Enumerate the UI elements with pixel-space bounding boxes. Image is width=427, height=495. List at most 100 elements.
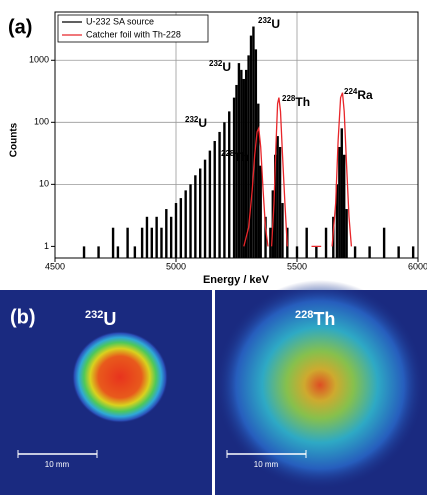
mass-number: 232: [85, 309, 103, 321]
spectrum-bar: [126, 227, 129, 258]
mass-number: 228: [295, 309, 313, 321]
y-axis-title: Counts: [9, 122, 20, 157]
spectrum-bar: [269, 227, 272, 258]
spectrum-bar: [184, 190, 187, 258]
spectrum-bar: [324, 227, 328, 258]
spectrum-bar: [335, 184, 339, 258]
mass-number: 228: [282, 94, 296, 103]
spectrum-bar: [189, 184, 192, 258]
spectrum-bar: [169, 216, 173, 258]
spectrum-bar: [160, 227, 163, 258]
x-tick-label: 4500: [45, 261, 65, 271]
element: U: [198, 116, 207, 130]
y-tick-label: 100: [34, 117, 49, 127]
spectrum-bar: [274, 154, 277, 258]
spectrum-bar: [411, 246, 415, 258]
peak-label: 232U: [209, 59, 231, 74]
spectrum-bar: [382, 227, 386, 258]
spectrum-bar: [254, 49, 258, 259]
spectrum-bar: [82, 246, 86, 258]
panel-a: (a) Energy / keV Counts 4500 5000 5500 6000…: [8, 11, 427, 286]
spectrum-bar: [218, 131, 221, 258]
element: U: [222, 60, 231, 74]
peak-label: 224Ra: [344, 87, 373, 102]
peak-label: 228Th: [221, 149, 249, 164]
spectrum-bar: [240, 69, 243, 258]
x-tick-label: 6000: [408, 261, 427, 271]
spectrum-bar: [276, 136, 279, 258]
spectrum-bar: [353, 246, 357, 258]
legend-box: [57, 14, 209, 43]
spectrum-bar: [235, 84, 238, 258]
spectrum-bar: [338, 147, 341, 258]
spectrum-bar: [242, 78, 245, 258]
panel-b: (b) 232U 228Th 10 mm 10 mm: [0, 280, 427, 495]
peak-label: 228Th: [282, 94, 310, 109]
element: Th: [234, 150, 249, 164]
spectrum-bar: [199, 168, 202, 258]
element: U: [271, 17, 280, 31]
spectrum-bar: [305, 227, 308, 258]
spectrum-bar: [315, 246, 318, 258]
spectrum-bar: [264, 216, 267, 258]
image-label: 228Th: [295, 309, 335, 329]
spectrum-line: [243, 92, 353, 248]
spectrum-bar: [165, 209, 168, 258]
spectrum-bar: [278, 147, 282, 258]
element: U: [103, 309, 116, 329]
spectrum-bar: [203, 159, 207, 258]
mass-number: 232: [209, 59, 223, 68]
spectrum-bar: [208, 150, 212, 258]
spectrum-bar: [247, 55, 250, 258]
spectrum-bar: [295, 246, 299, 258]
spectrum-bar: [249, 35, 253, 258]
legend-label: Catcher foil with Th-228: [86, 29, 181, 39]
spectrum-bar: [397, 246, 400, 258]
y-tick-label: 10: [39, 179, 49, 189]
x-axis-title: Energy / keV: [203, 274, 270, 286]
spectrum-bar: [237, 63, 241, 259]
peak-label: 232U: [185, 115, 207, 130]
legend-label: U-232 SA source: [86, 16, 154, 26]
spectrum-bar: [252, 26, 255, 258]
spectrum-bar: [281, 203, 284, 258]
mass-number: 232: [258, 16, 272, 25]
spectrum-bar: [174, 203, 178, 258]
scale-bar-label: 10 mm: [45, 460, 70, 469]
spectrum-bar: [259, 165, 262, 258]
spectrum-bar: [345, 209, 348, 258]
spectrum-bar: [228, 111, 231, 258]
element: Th: [313, 309, 335, 329]
legend: U-232 SA source Catcher foil with Th-228: [57, 14, 209, 43]
spectrum-bar: [145, 216, 149, 258]
spectrum-bar: [232, 97, 236, 258]
plot-frame: [54, 11, 419, 259]
u232-image-blob: [72, 331, 168, 423]
mass-number: 224: [344, 87, 358, 96]
spectrum-bar: [155, 216, 158, 258]
th228-image-blob: [215, 280, 425, 490]
x-tick-label: 5000: [166, 261, 186, 271]
spectrum-bar: [111, 227, 115, 258]
y-tick-label: 1000: [29, 55, 49, 65]
mass-number: 232: [185, 115, 199, 124]
element: Th: [295, 95, 310, 109]
spectrum-bar: [150, 227, 153, 258]
peak-label: 232U: [258, 16, 280, 31]
spectrum-bar: [116, 246, 120, 258]
spectrum-bar: [133, 246, 137, 258]
image-label: 232U: [85, 309, 116, 329]
scale-bar-label: 10 mm: [254, 460, 279, 469]
mass-number: 228: [221, 149, 235, 158]
x-tick-label: 5500: [287, 261, 307, 271]
spectrum-bar: [257, 103, 260, 259]
spectrum-bar: [140, 227, 144, 258]
spectrum-bar: [368, 246, 371, 258]
spectrum-bar: [223, 122, 226, 258]
element: Ra: [357, 88, 373, 102]
spectrum-bar: [97, 246, 100, 258]
spectrum-bar: [244, 69, 248, 258]
spectrum-bar: [342, 154, 346, 258]
spectrum-bar: [194, 175, 197, 258]
